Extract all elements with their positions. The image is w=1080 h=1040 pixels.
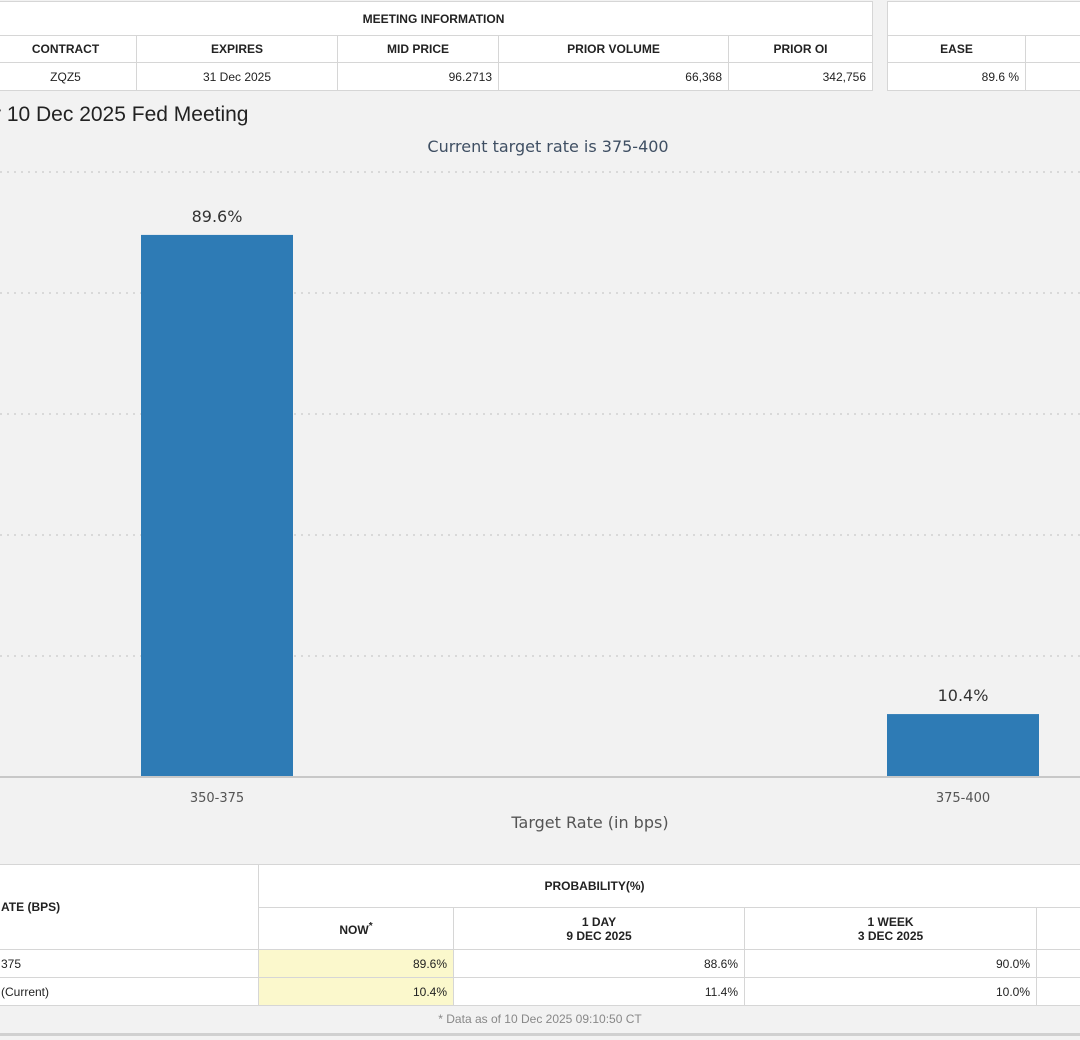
col-expires: EXPIRES <box>136 35 338 63</box>
data-label-375-400: 10.4% <box>938 686 989 705</box>
x-tick-label-350-375: 350-375 <box>190 791 244 806</box>
divider <box>0 1033 1080 1036</box>
row-rate: 375 <box>0 949 259 978</box>
cell-hike <box>1024 62 1080 91</box>
row-now: 89.6% <box>258 949 454 978</box>
col-1week-label: 1 WEEK <box>867 914 914 929</box>
meeting-info-header: MEETING INFORMATION <box>0 1 874 36</box>
row-1day: 88.6% <box>453 949 745 978</box>
col-1day-label: 1 DAY <box>581 914 617 929</box>
chart-subtitle: Current target rate is 375-400 <box>427 137 668 156</box>
row-extra <box>1036 949 1080 978</box>
rate-bps-header: ATE (BPS) <box>0 864 259 950</box>
data-label-350-375: 89.6% <box>192 207 243 226</box>
col-hike <box>1024 35 1080 63</box>
row-extra <box>1036 977 1080 1006</box>
col-now-footnote-mark: * <box>368 920 373 932</box>
probability-table: ATE (BPS) PROBABILITY(%) NOW* 1 DAY 9 DE… <box>0 864 1080 1006</box>
meeting-info-table: MEETING INFORMATION CONTRACT EXPIRES MID… <box>0 1 874 91</box>
bar-350-375 <box>141 234 293 778</box>
col-now-label: NOW <box>339 922 369 937</box>
prob-summary-header: P <box>886 1 1080 36</box>
row-now: 10.4% <box>258 977 454 1006</box>
row-1week: 90.0% <box>744 949 1037 978</box>
table-row: (Current) 10.4% 11.4% 10.0% <box>0 977 1080 1006</box>
col-1week: 1 WEEK 3 DEC 2025 <box>744 907 1037 950</box>
col-ease: EASE <box>887 35 1026 63</box>
cell-prior-volume: 66,368 <box>498 62 729 91</box>
cell-ease: 89.6 % <box>887 62 1026 91</box>
col-extra <box>1036 907 1080 950</box>
bar-375-400 <box>887 714 1039 777</box>
col-1week-date: 3 DEC 2025 <box>857 928 924 943</box>
target-rate-chart: Current target rate is 375-400 89.6% 350-… <box>0 137 1080 832</box>
row-1day: 11.4% <box>453 977 745 1006</box>
col-prior-oi: PRIOR OI <box>727 35 874 63</box>
col-now: NOW* <box>258 907 454 950</box>
x-axis-label: Target Rate (in bps) <box>510 813 668 832</box>
gridlines <box>0 171 1080 657</box>
col-1day-date: 9 DEC 2025 <box>566 928 632 943</box>
row-rate: (Current) <box>0 977 259 1006</box>
probability-summary-table: P EASE 89.6 % <box>886 1 1080 91</box>
table-row: 375 89.6% 88.6% 90.0% <box>0 949 1080 978</box>
col-prior-volume: PRIOR VOLUME <box>498 35 729 63</box>
row-1week: 10.0% <box>744 977 1037 1006</box>
bars: 89.6% 350-375 10.4% 375-400 <box>141 207 1039 806</box>
cell-expires: 31 Dec 2025 <box>136 62 338 91</box>
col-mid-price: MID PRICE <box>337 35 499 63</box>
col-1day: 1 DAY 9 DEC 2025 <box>453 907 745 950</box>
probability-header: PROBABILITY(%) <box>258 864 1080 908</box>
data-timestamp-footnote: * Data as of 10 Dec 2025 09:10:50 CT <box>438 1012 642 1026</box>
col-contract: CONTRACT <box>0 35 137 63</box>
cell-mid-price: 96.2713 <box>337 62 499 91</box>
chart-title: r 10 Dec 2025 Fed Meeting <box>0 103 249 126</box>
cell-contract: ZQZ5 <box>0 62 137 91</box>
cell-prior-oi: 342,756 <box>727 62 874 91</box>
x-tick-label-375-400: 375-400 <box>936 791 990 806</box>
